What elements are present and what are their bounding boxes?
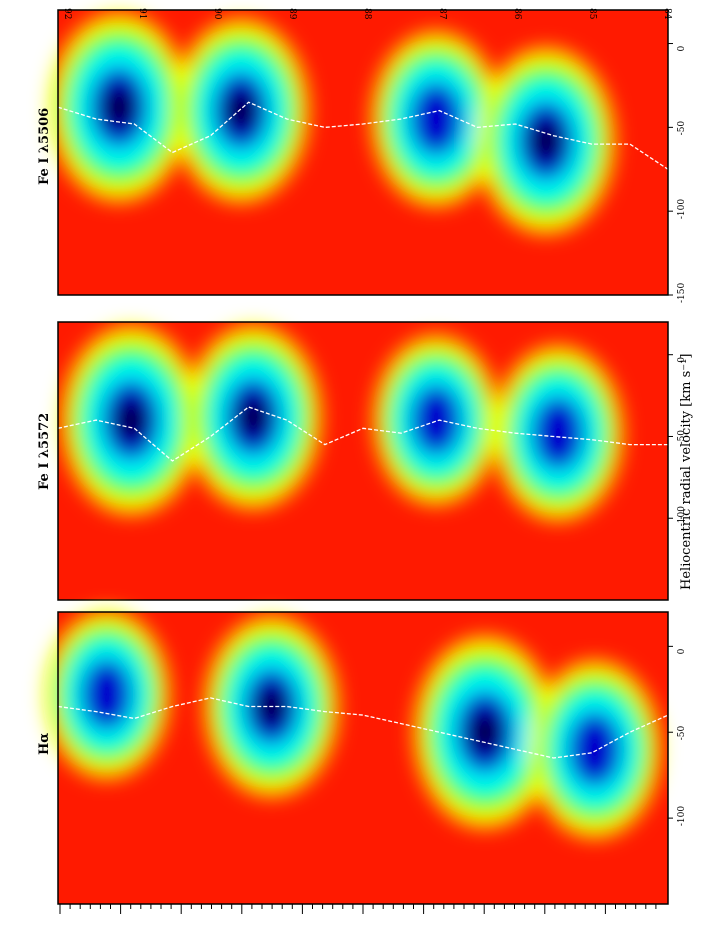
velocity-tick-label: 0 [677,648,687,654]
heatmap-blob [237,395,269,438]
panel-fe5506-trace [57,101,669,170]
heatmap-blob [115,398,147,442]
time-tick-label: 84 [662,8,672,20]
velocity-tick-label: -50 [677,430,687,445]
panel-fe5506-ticks: 0 -50 -100 -150 [668,43,687,303]
panel-fe5506: 0 -50 -100 -150 Fe I λ5506 [37,9,687,303]
time-tick-label: 85 [587,8,597,20]
panel-fe5506-frame [57,9,669,296]
time-tick-label: 87 [437,8,447,20]
time-tick-label: 92 [62,8,72,19]
velocity-axis-label: Heliocentric radial velocity [km s⁻¹] [679,354,694,590]
heatmap-blob [225,89,257,132]
panel-halpha: 0 -50 -100 Hα [37,610,687,905]
heatmap-blob [408,80,464,158]
heatmap-blob [469,710,501,755]
time-tick-label: 91 [137,8,147,19]
velocity-tick-label: -150 [677,283,687,303]
time-tick-label: 88 [362,8,372,20]
heatmap-blob [80,657,134,732]
velocity-tick-label: -50 [677,121,687,136]
heatmap-blob [103,85,135,129]
heatmap-blob [409,383,463,458]
panel-halpha-label: Hα [37,733,52,755]
panel-fe5572-ticks: 0 -50 -100 [668,354,687,526]
velocity-tick-label: 0 [677,46,687,52]
heatmap-blob [567,710,623,789]
bottom-tick-marks [59,904,657,914]
panel-halpha-trace [57,697,669,759]
velocity-tick-label: -100 [677,806,687,826]
time-tick-labels: 92 91 90 89 88 87 86 85 84 [62,8,672,20]
panel-fe5572: 0 -50 -100 Fe I λ5572 [37,321,687,601]
panel-fe5572-trace [57,406,668,462]
panel-fe5506-blobs [50,13,614,233]
time-tick-label: 89 [287,8,297,20]
time-tick-label: 86 [512,8,522,20]
panel-halpha-ticks: 0 -50 -100 [668,645,687,826]
velocity-tick-label: -100 [677,199,687,219]
panel-fe5506-label: Fe I λ5506 [37,108,52,185]
panel-fe5572-label: Fe I λ5572 [37,413,52,490]
panel-fe5572-blobs [62,326,622,520]
time-tick-label: 90 [212,8,222,20]
velocity-tick-label: 0 [677,357,687,363]
velocity-tick-label: -50 [677,725,687,740]
heatmap-blob [530,394,586,472]
heatmap-blob [530,119,562,163]
velocity-tick-label: -100 [677,506,687,526]
panel-fe5572-frame [57,321,669,601]
